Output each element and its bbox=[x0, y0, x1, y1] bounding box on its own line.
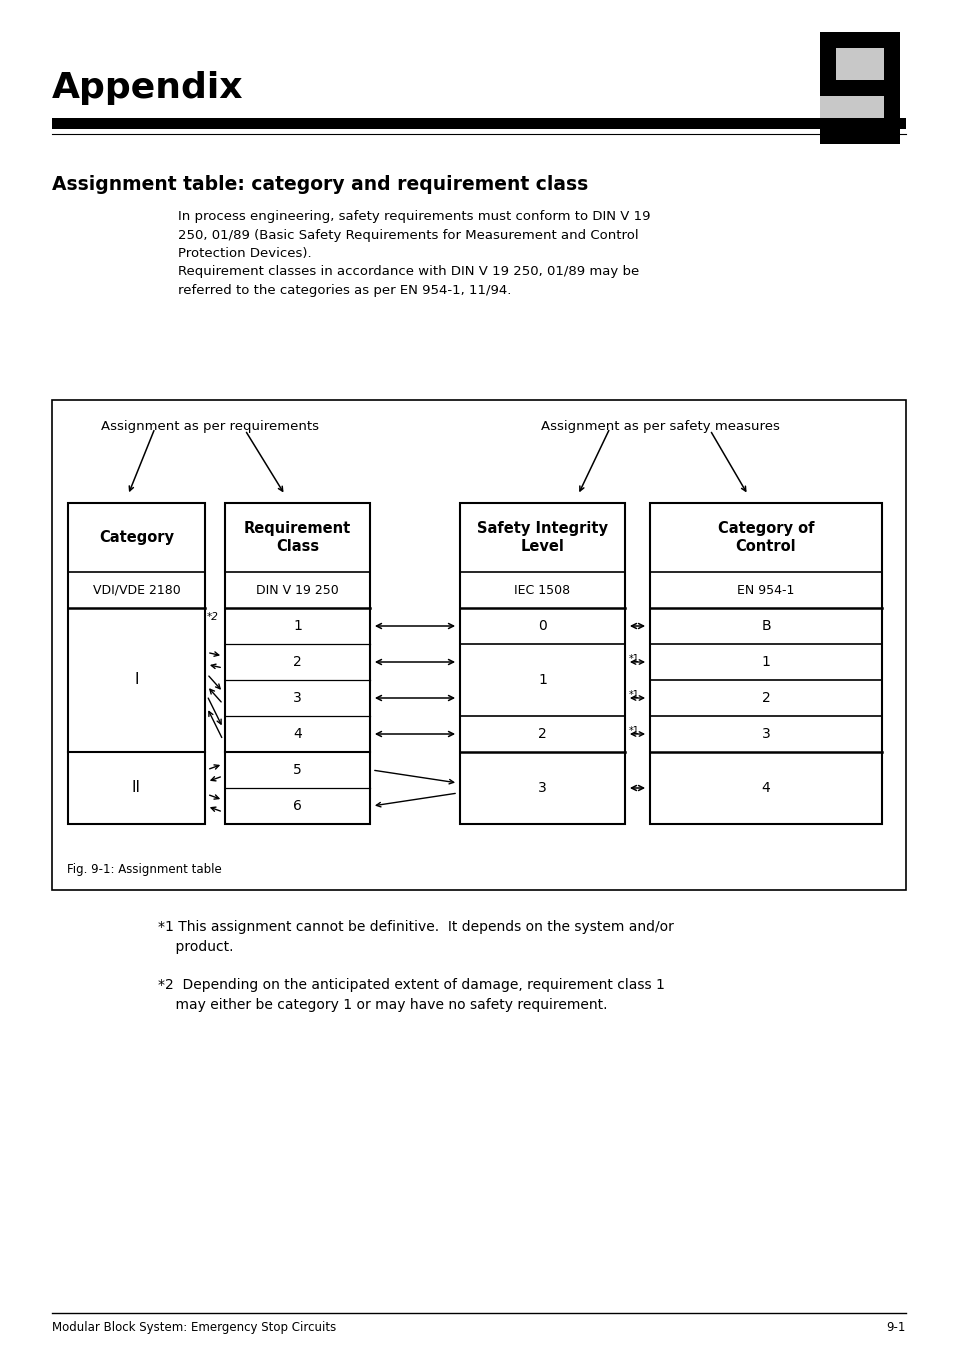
Bar bbox=[52, 400, 905, 890]
Text: 3: 3 bbox=[760, 727, 770, 740]
Bar bbox=[851, 63, 867, 80]
Text: 6: 6 bbox=[293, 798, 301, 813]
Bar bbox=[883, 80, 899, 96]
Bar bbox=[820, 63, 835, 80]
Bar bbox=[867, 49, 883, 63]
Bar bbox=[835, 63, 851, 80]
Text: Category of
Control: Category of Control bbox=[717, 521, 814, 554]
Bar bbox=[835, 128, 851, 145]
Bar bbox=[867, 80, 883, 96]
Text: *2: *2 bbox=[207, 612, 218, 621]
Text: Assignment table: category and requirement class: Assignment table: category and requireme… bbox=[52, 176, 588, 195]
Text: Appendix: Appendix bbox=[52, 72, 243, 105]
Text: Assignment as per requirements: Assignment as per requirements bbox=[101, 420, 318, 434]
Text: 2: 2 bbox=[293, 655, 301, 669]
Bar bbox=[883, 128, 899, 145]
Bar bbox=[867, 63, 883, 80]
Text: II: II bbox=[132, 781, 141, 796]
Text: Fig. 9-1: Assignment table: Fig. 9-1: Assignment table bbox=[67, 863, 221, 877]
Text: B: B bbox=[760, 619, 770, 634]
Text: 0: 0 bbox=[537, 619, 546, 634]
Bar bbox=[883, 49, 899, 63]
Text: *2  Depending on the anticipated extent of damage, requirement class 1
    may e: *2 Depending on the anticipated extent o… bbox=[158, 978, 664, 1012]
Bar bbox=[820, 112, 835, 128]
Bar bbox=[867, 128, 883, 145]
Text: *1: *1 bbox=[628, 654, 639, 663]
Text: 1: 1 bbox=[760, 655, 770, 669]
Bar bbox=[883, 112, 899, 128]
Bar bbox=[649, 503, 882, 824]
Text: 4: 4 bbox=[293, 727, 301, 740]
Bar bbox=[867, 32, 883, 49]
Text: 2: 2 bbox=[537, 727, 546, 740]
Text: Category: Category bbox=[99, 530, 173, 544]
Bar bbox=[835, 96, 851, 112]
Bar bbox=[835, 49, 851, 63]
Bar bbox=[835, 32, 851, 49]
Bar bbox=[851, 80, 867, 96]
Bar bbox=[459, 503, 624, 824]
Bar bbox=[851, 112, 867, 128]
Text: Assignment as per safety measures: Assignment as per safety measures bbox=[540, 420, 779, 434]
Bar bbox=[68, 503, 205, 824]
Text: *1: *1 bbox=[628, 690, 639, 700]
Bar bbox=[883, 32, 899, 49]
Text: 5: 5 bbox=[293, 763, 301, 777]
Text: I: I bbox=[134, 673, 138, 688]
Bar bbox=[883, 96, 899, 112]
Text: Modular Block System: Emergency Stop Circuits: Modular Block System: Emergency Stop Cir… bbox=[52, 1321, 335, 1333]
Bar bbox=[52, 118, 905, 128]
Bar bbox=[820, 49, 835, 63]
Text: 4: 4 bbox=[760, 781, 770, 794]
Text: 2: 2 bbox=[760, 690, 770, 705]
Bar bbox=[835, 112, 851, 128]
Bar bbox=[820, 80, 835, 96]
Bar bbox=[851, 96, 867, 112]
Bar bbox=[867, 96, 883, 112]
Text: 1: 1 bbox=[293, 619, 301, 634]
Text: 3: 3 bbox=[293, 690, 301, 705]
Bar bbox=[225, 503, 370, 824]
Text: EN 954-1: EN 954-1 bbox=[737, 584, 794, 597]
Text: 1: 1 bbox=[537, 673, 546, 688]
Text: 3: 3 bbox=[537, 781, 546, 794]
Text: *1 This assignment cannot be definitive.  It depends on the system and/or
    pr: *1 This assignment cannot be definitive.… bbox=[158, 920, 673, 954]
Bar bbox=[851, 32, 867, 49]
Text: Safety Integrity
Level: Safety Integrity Level bbox=[476, 521, 607, 554]
Bar bbox=[820, 96, 835, 112]
Bar bbox=[867, 112, 883, 128]
Bar bbox=[851, 128, 867, 145]
Text: VDI/VDE 2180: VDI/VDE 2180 bbox=[92, 584, 180, 597]
Text: IEC 1508: IEC 1508 bbox=[514, 584, 570, 597]
Bar bbox=[883, 63, 899, 80]
Text: Requirement
Class: Requirement Class bbox=[244, 521, 351, 554]
Text: In process engineering, safety requirements must conform to DIN V 19
250, 01/89 : In process engineering, safety requireme… bbox=[178, 209, 650, 297]
Text: 9-1: 9-1 bbox=[885, 1321, 905, 1333]
Bar bbox=[820, 128, 835, 145]
Bar bbox=[835, 80, 851, 96]
Bar bbox=[820, 32, 835, 49]
Bar bbox=[851, 49, 867, 63]
Text: DIN V 19 250: DIN V 19 250 bbox=[255, 584, 338, 597]
Text: *1: *1 bbox=[628, 725, 639, 736]
